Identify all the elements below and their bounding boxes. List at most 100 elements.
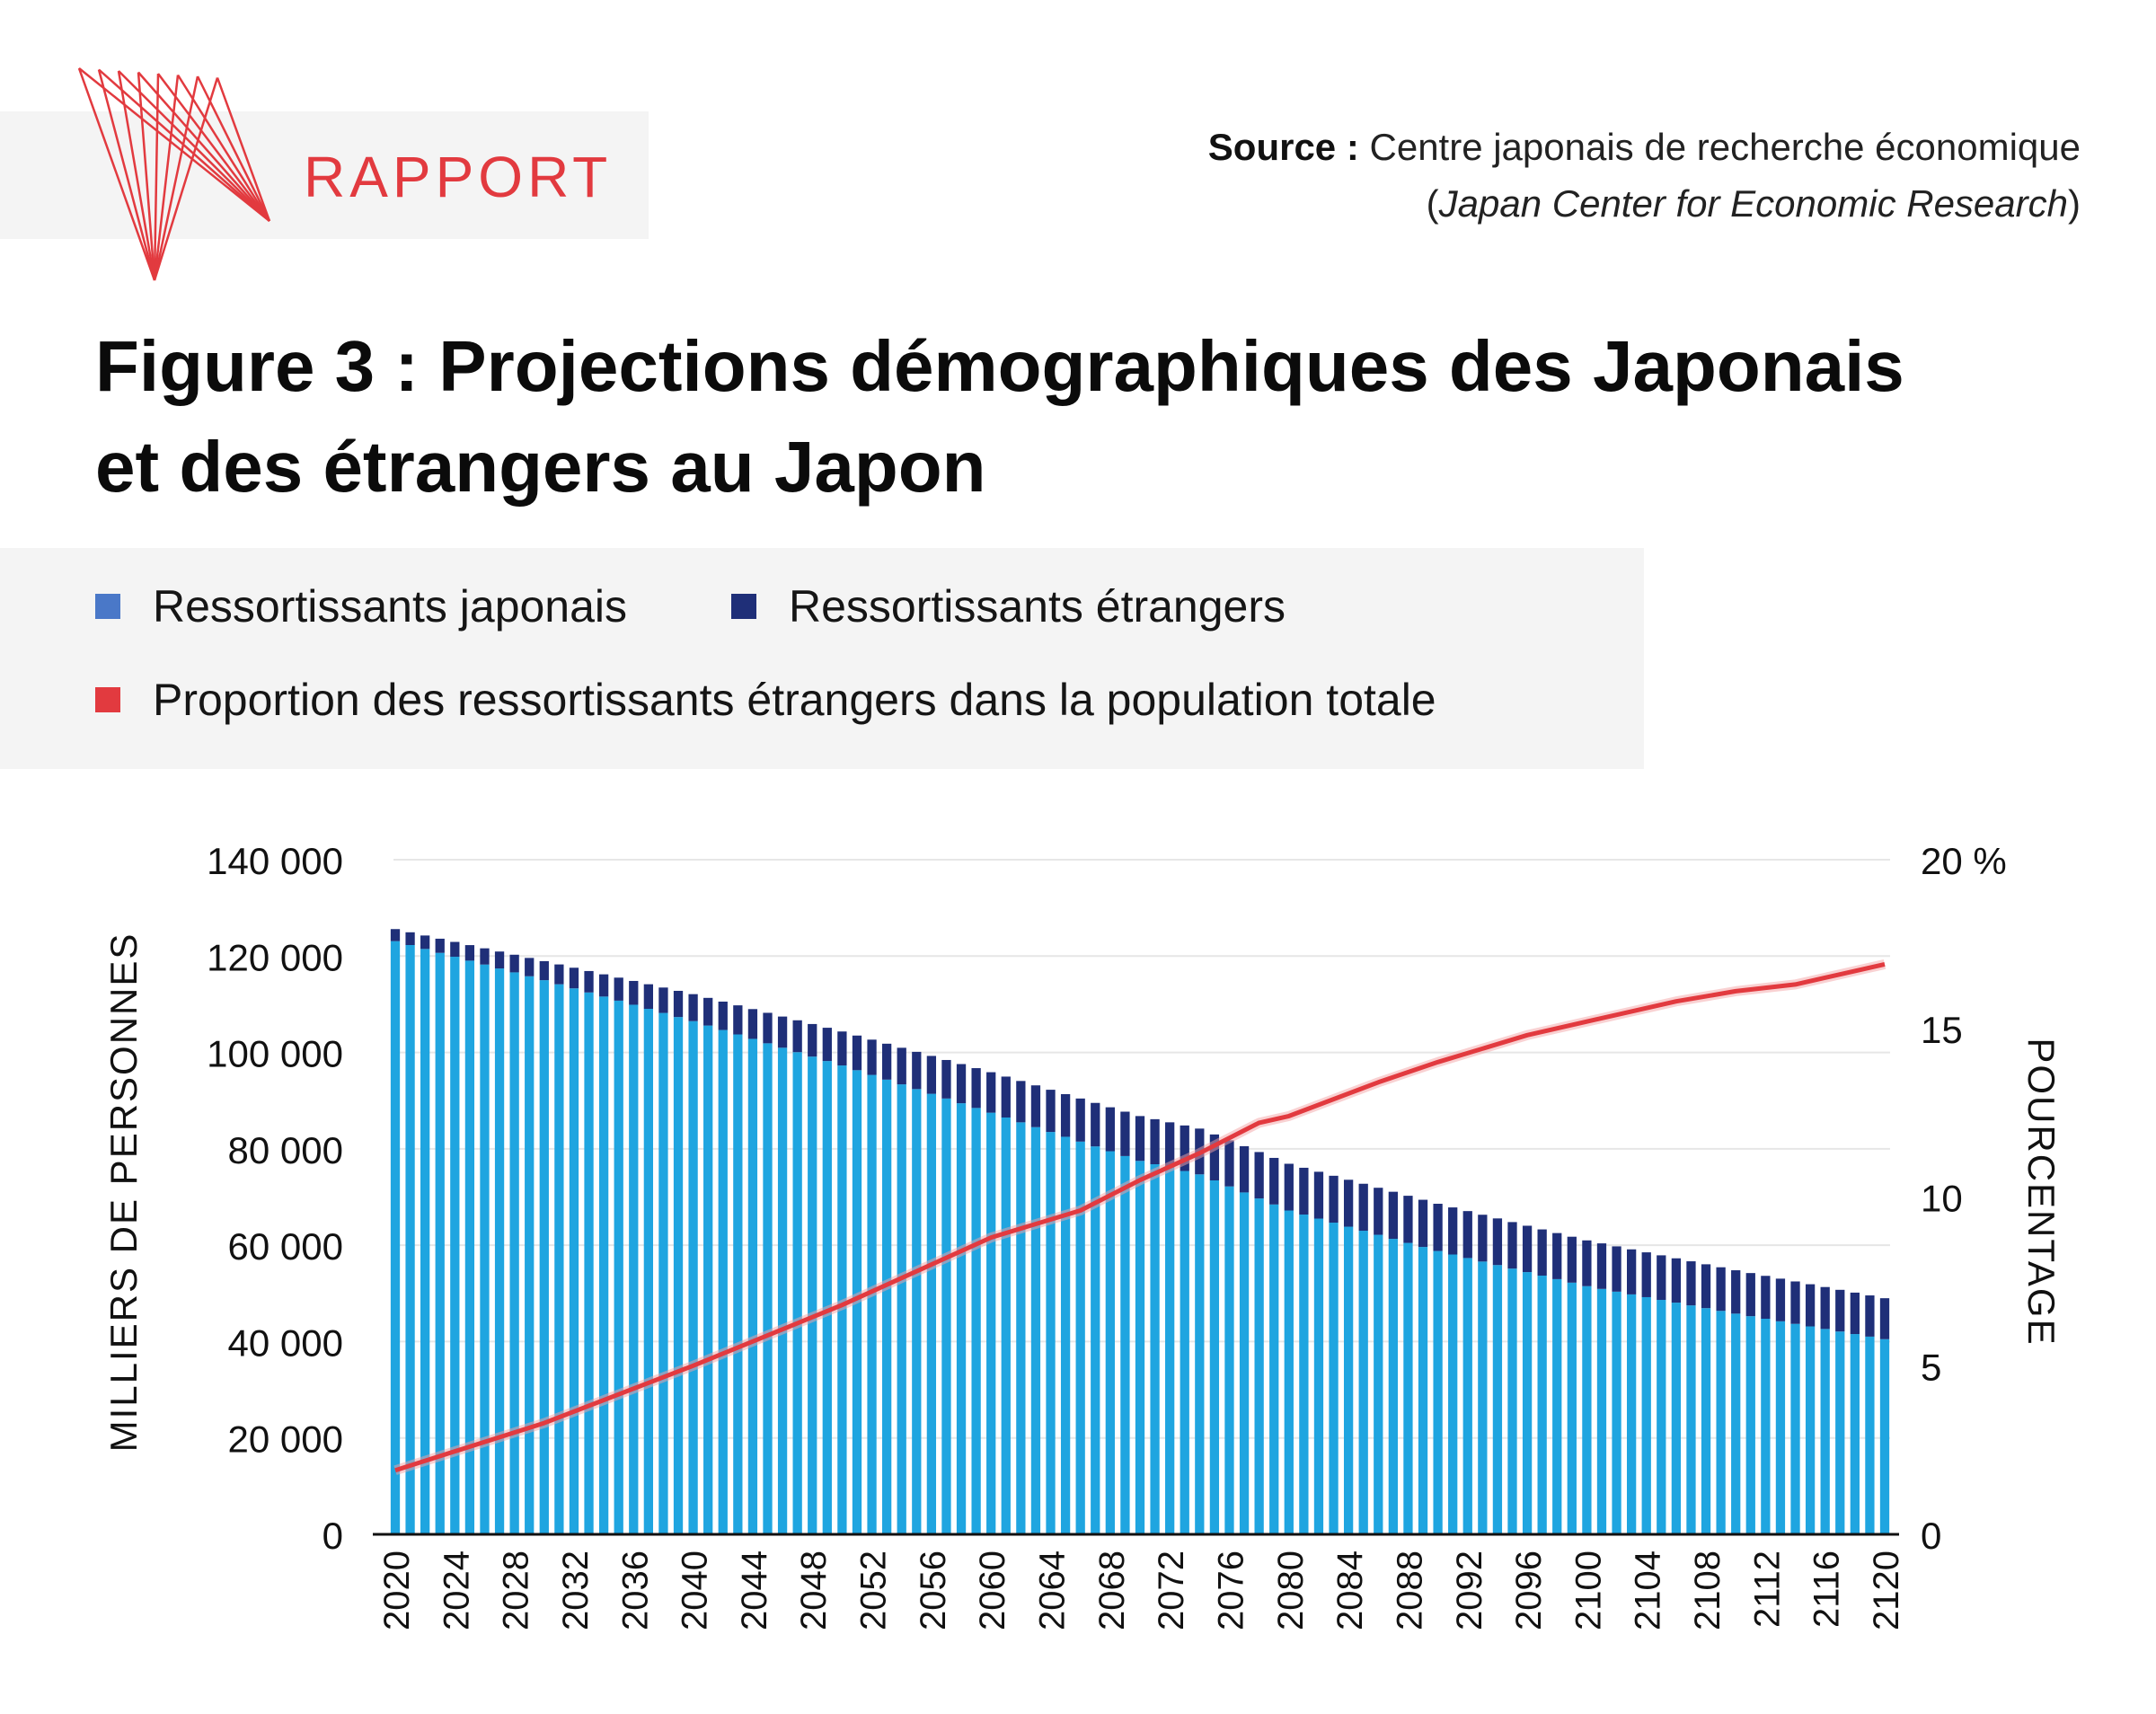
bar-japonais: [897, 1084, 906, 1534]
y-tick-label: 100 000: [207, 1033, 343, 1075]
bar-etrangers: [1001, 1076, 1011, 1118]
bar-japonais: [569, 988, 579, 1534]
bar-japonais: [525, 976, 535, 1534]
bar-etrangers: [1418, 1199, 1428, 1248]
bar-japonais: [480, 964, 490, 1534]
bar-japonais: [1165, 1167, 1175, 1534]
bar-japonais: [1284, 1210, 1294, 1534]
bar-etrangers: [390, 929, 401, 941]
x-tick-label: 2024: [437, 1551, 476, 1630]
bar-etrangers: [703, 997, 713, 1026]
bar-etrangers: [1627, 1249, 1637, 1294]
bar-etrangers: [897, 1047, 906, 1085]
bar-etrangers: [509, 954, 519, 973]
bar-japonais: [1150, 1164, 1160, 1534]
x-tick-label: 2036: [615, 1551, 655, 1630]
bar-japonais: [405, 945, 415, 1534]
legend-label-proportion: Proportion des ressortissants étrangers …: [153, 675, 1436, 725]
bar-etrangers: [1299, 1167, 1309, 1215]
bar-etrangers: [1552, 1232, 1562, 1279]
bar-japonais: [673, 1017, 684, 1534]
bar-japonais: [643, 1009, 653, 1534]
x-tick-label: 2088: [1390, 1551, 1429, 1630]
legend-item-proportion: Proportion des ressortissants étrangers …: [95, 674, 1436, 726]
y-right-tick-label: 20 %: [1921, 840, 2007, 882]
bar-japonais: [1701, 1308, 1711, 1534]
bar-japonais: [614, 1000, 623, 1534]
bar-japonais: [703, 1025, 713, 1534]
y-tick-label: 60 000: [228, 1225, 343, 1268]
bar-etrangers: [1091, 1102, 1100, 1147]
legend-swatch-proportion: [95, 687, 120, 712]
bar-etrangers: [1180, 1125, 1189, 1171]
bar-japonais: [777, 1047, 788, 1534]
x-tick-label: 2092: [1450, 1551, 1489, 1630]
source-org: Centre japonais de recherche économique: [1369, 126, 2081, 168]
source-org-english: Japan Center for Economic Research: [1438, 182, 2068, 225]
bar-japonais: [1775, 1321, 1786, 1534]
bar-etrangers: [1358, 1183, 1368, 1232]
bar-etrangers: [1030, 1085, 1041, 1127]
bar-etrangers: [926, 1056, 937, 1094]
chart-labels: 140 000 120 000 100 000 80 000 60 000 40 000 2…: [102, 840, 2063, 1630]
legend-label-japonais: Ressortissants japonais: [153, 581, 628, 632]
y-tick-label: 0: [323, 1515, 343, 1557]
bar-etrangers: [912, 1051, 922, 1090]
bar-etrangers: [1343, 1179, 1354, 1227]
bar-japonais: [1522, 1272, 1533, 1534]
y-tick-label: 140 000: [207, 840, 343, 882]
bar-japonais: [1299, 1215, 1309, 1534]
bar-etrangers: [837, 1031, 847, 1066]
y-right-tick-label: 0: [1921, 1515, 1941, 1557]
bar-japonais: [1478, 1261, 1488, 1534]
source-note: Source : Centre japonais de recherche éc…: [1208, 119, 2081, 232]
bar-etrangers: [822, 1028, 832, 1062]
bar-japonais: [1596, 1288, 1607, 1534]
bar-etrangers: [1478, 1215, 1488, 1262]
bar-japonais: [733, 1034, 743, 1534]
bar-etrangers: [1701, 1264, 1711, 1309]
bar-japonais: [1313, 1218, 1324, 1534]
bar-etrangers: [882, 1043, 892, 1080]
bar-japonais: [867, 1074, 877, 1534]
bar-japonais: [1835, 1331, 1845, 1534]
bar-etrangers: [1731, 1270, 1741, 1314]
legend-item-etrangers: Ressortissants étrangers: [731, 580, 1286, 632]
bar-etrangers: [1105, 1107, 1115, 1152]
bar-etrangers: [688, 994, 698, 1021]
bar-etrangers: [867, 1039, 877, 1075]
bar-japonais: [1492, 1265, 1503, 1534]
brand-band: [0, 111, 649, 239]
chart-line: [393, 959, 1886, 1475]
source-label: Source :: [1207, 126, 1359, 168]
bar-etrangers: [1865, 1295, 1875, 1337]
bar-etrangers: [763, 1012, 773, 1044]
bar-etrangers: [718, 1001, 728, 1030]
bar-japonais: [1403, 1242, 1413, 1534]
bar-etrangers: [554, 964, 564, 985]
x-tick-label: 2020: [377, 1551, 417, 1630]
x-tick-label: 2096: [1509, 1551, 1549, 1630]
bar-japonais: [1716, 1311, 1726, 1534]
bar-japonais: [1016, 1122, 1026, 1534]
bar-japonais: [1091, 1146, 1100, 1534]
bar-japonais: [1627, 1294, 1637, 1534]
bar-etrangers: [1284, 1163, 1294, 1211]
bar-japonais: [1105, 1151, 1115, 1534]
x-tick-label: 2040: [676, 1551, 715, 1630]
x-tick-label: 2112: [1747, 1551, 1787, 1628]
chart-legend: Ressortissants japonais Ressortissants é…: [0, 548, 1644, 769]
brand-label: RAPPORT: [304, 145, 613, 209]
bar-japonais: [1120, 1155, 1130, 1534]
bar-etrangers: [1165, 1122, 1175, 1168]
source-paren-close: ): [2068, 182, 2081, 225]
bar-japonais: [1820, 1329, 1830, 1534]
bar-japonais: [509, 972, 519, 1534]
bar-japonais: [1879, 1339, 1890, 1534]
bar-etrangers: [1462, 1211, 1472, 1259]
bar-japonais: [1567, 1282, 1577, 1534]
bar-etrangers: [1596, 1243, 1607, 1289]
bar-etrangers: [643, 984, 653, 1010]
bar-japonais: [1657, 1300, 1666, 1534]
bar-etrangers: [1135, 1116, 1145, 1162]
